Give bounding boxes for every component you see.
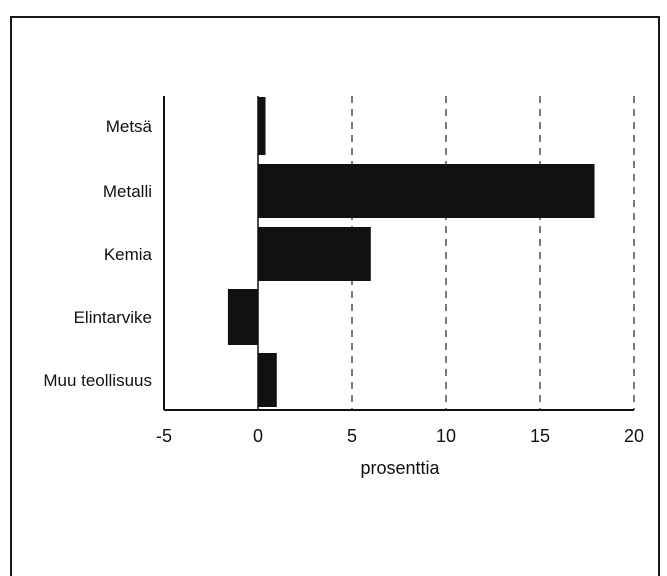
x-tick-label-5: 20 xyxy=(624,426,644,446)
category-label-1: Metalli xyxy=(103,182,152,201)
label-layer: Metsä Metalli Kemia Elintarvike Muu teollisu… xyxy=(43,117,644,446)
x-tick-label-2: 5 xyxy=(347,426,357,446)
bar-layer xyxy=(227,97,595,407)
x-tick-label-1: 0 xyxy=(253,426,263,446)
bar-chart: Metsä Metalli Kemia Elintarvike Muu teollisu… xyxy=(43,96,644,478)
x-tick-label-4: 15 xyxy=(530,426,550,446)
x-axis-title: prosenttia xyxy=(360,458,440,478)
axis-layer xyxy=(163,96,634,411)
x-tick-label-0: -5 xyxy=(156,426,172,446)
x-tick-label-3: 10 xyxy=(436,426,456,446)
bar-4 xyxy=(258,353,277,407)
bar-1 xyxy=(258,164,595,218)
bar-0 xyxy=(258,97,266,155)
bar-3 xyxy=(227,289,258,345)
chart-frame xyxy=(10,16,660,576)
category-label-4: Muu teollisuus xyxy=(43,371,152,390)
category-label-2: Kemia xyxy=(104,245,153,264)
category-label-0: Metsä xyxy=(106,117,153,136)
category-label-3: Elintarvike xyxy=(74,308,152,327)
grid-layer xyxy=(351,96,635,410)
bar-2 xyxy=(258,227,371,281)
